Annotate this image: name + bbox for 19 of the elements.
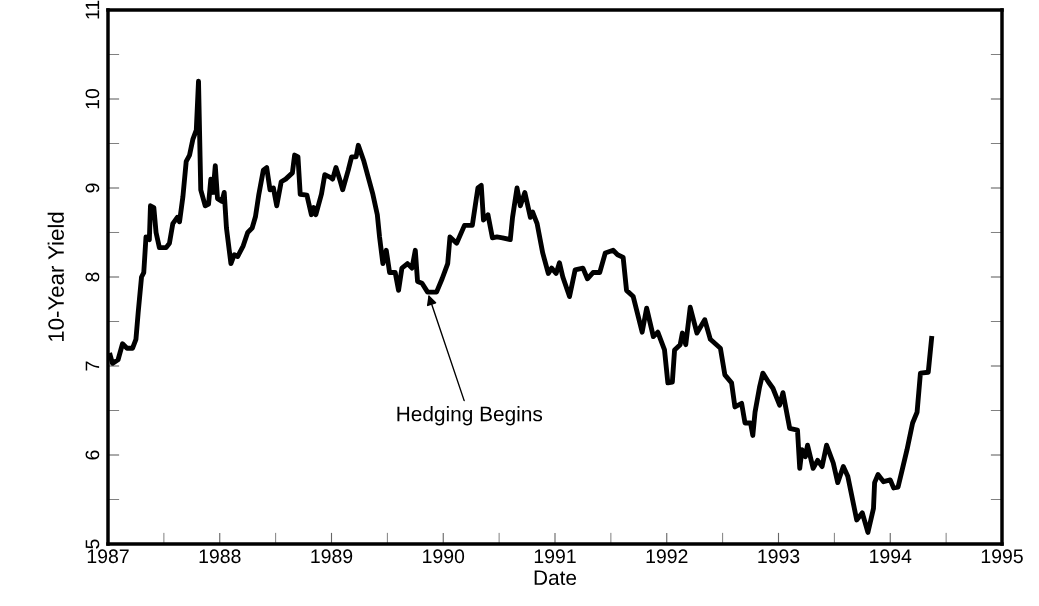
y-axis-title: 10-Year Yield — [47, 212, 64, 341]
x-tick-label: 1992 — [646, 549, 688, 564]
y-tick-label: 10 — [85, 88, 100, 109]
x-tick-label: 1993 — [758, 549, 800, 564]
y-tick-label: 7 — [85, 361, 100, 371]
x-tick-label: 1991 — [534, 549, 576, 564]
x-tick-label: 1994 — [870, 549, 912, 564]
x-tick-label: 1995 — [981, 549, 1023, 564]
y-tick-label: 8 — [85, 272, 100, 282]
annotation: Hedging Begins — [397, 406, 543, 426]
x-tick-label: 1989 — [311, 549, 353, 564]
x-tick-label: 1988 — [199, 549, 241, 564]
y-tick-label: 9 — [85, 183, 100, 193]
y-tick-label: 11 — [85, 0, 100, 19]
y-tick-label: 5 — [85, 539, 100, 549]
x-tick-label: 1987 — [87, 549, 129, 564]
x-tick-label: 1990 — [423, 549, 465, 564]
x-axis-title: Date — [534, 570, 577, 586]
y-tick-label: 6 — [85, 450, 100, 460]
